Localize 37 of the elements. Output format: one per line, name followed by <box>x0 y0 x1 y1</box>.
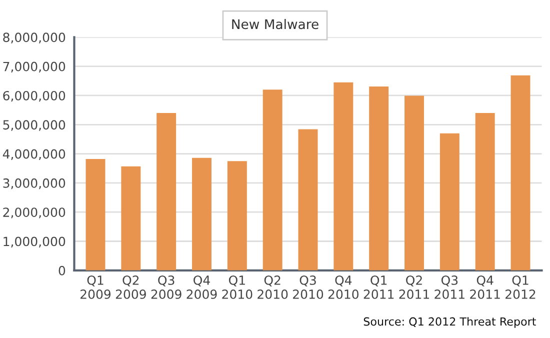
x-tick-label: Q1 2010 <box>222 275 252 299</box>
x-tick-label: Q3 2010 <box>293 275 324 299</box>
bar <box>510 75 530 270</box>
y-tick-label: 2,000,000 <box>3 208 66 218</box>
y-tick-label: 4,000,000 <box>2 149 66 160</box>
bar <box>298 129 318 270</box>
bar <box>121 166 141 270</box>
x-tick-label: Q4 2011 <box>470 275 500 299</box>
bar <box>475 112 495 270</box>
y-tick-label: 3,000,000 <box>3 178 66 190</box>
y-tick-label: 0 <box>58 266 66 276</box>
x-tick-label: Q4 2009 <box>186 275 217 299</box>
x-tick-label: Q1 2009 <box>80 275 111 299</box>
y-tick-label: 7,000,000 <box>3 62 66 73</box>
bar <box>369 86 389 270</box>
x-tick-label: Q3 2011 <box>434 275 464 299</box>
bar <box>192 158 212 270</box>
y-tick-label: 5,000,000 <box>3 120 66 131</box>
x-tick-label: Q2 2009 <box>116 275 146 299</box>
x-tick-label: Q4 2010 <box>328 275 358 299</box>
x-tick-label: Q1 2012 <box>506 275 536 299</box>
bar <box>86 159 106 270</box>
chart-title: New Malware <box>232 18 318 30</box>
bar <box>404 96 424 270</box>
x-tick-label: Q3 2009 <box>151 275 182 299</box>
bar <box>440 133 460 270</box>
y-tick-label: 6,000,000 <box>3 90 66 102</box>
source-note: Source: Q1 2012 Threat Report <box>364 317 536 328</box>
x-tick-label: Q2 2010 <box>258 275 288 299</box>
bar <box>227 161 247 270</box>
y-tick-label: 8,000,000 <box>3 32 66 44</box>
x-tick-label: Q1 2011 <box>364 275 394 299</box>
y-tick-label: 1,000,000 <box>4 236 66 248</box>
bar <box>262 90 282 270</box>
bar <box>156 112 176 270</box>
bar <box>334 82 354 270</box>
x-tick-label: Q2 2011 <box>399 275 429 299</box>
